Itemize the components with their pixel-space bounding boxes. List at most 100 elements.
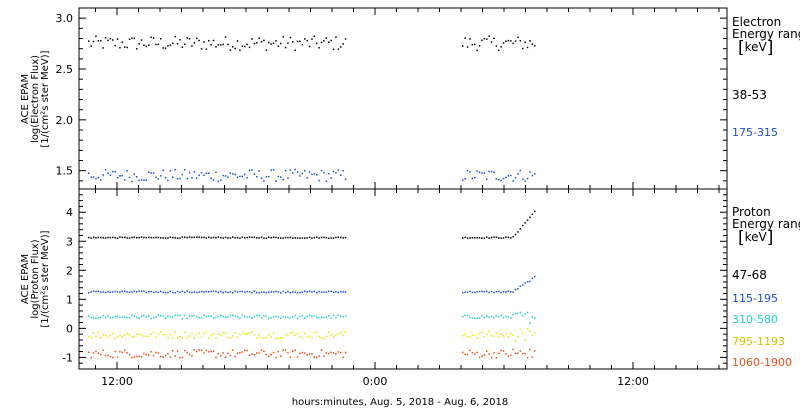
- data-point-47-68: [500, 237, 502, 239]
- data-point-175-315: [517, 173, 519, 175]
- data-point-310-580: [471, 317, 474, 319]
- data-point-47-68: [299, 237, 301, 239]
- data-point-38-53: [172, 42, 174, 44]
- data-point-1060-1900: [471, 352, 474, 354]
- data-point-310-580: [469, 316, 471, 319]
- data-point-175-315: [222, 174, 224, 177]
- data-point-1060-1900: [164, 354, 167, 357]
- data-point-38-53: [476, 49, 478, 52]
- data-point-175-315: [505, 176, 507, 179]
- data-point-115-195: [92, 290, 95, 292]
- data-point-47-68: [280, 237, 282, 239]
- data-point-115-195: [292, 291, 294, 293]
- data-point-47-68: [220, 236, 222, 239]
- data-point-47-68: [512, 235, 514, 238]
- data-point-795-1193: [131, 336, 133, 338]
- data-point-310-580: [284, 316, 287, 318]
- data-point-38-53: [517, 36, 519, 39]
- data-point-795-1193: [474, 334, 476, 336]
- data-point-795-1193: [205, 331, 208, 333]
- data-point-795-1193: [150, 333, 152, 335]
- data-point-47-68: [150, 236, 152, 239]
- data-point-115-195: [88, 292, 90, 294]
- data-point-795-1193: [136, 333, 138, 335]
- data-point-47-68: [172, 236, 174, 239]
- data-point-115-195: [260, 291, 263, 293]
- data-point-38-53: [126, 46, 128, 49]
- data-point-310-580: [97, 317, 100, 319]
- data-point-310-580: [133, 315, 136, 317]
- data-point-1060-1900: [248, 354, 251, 356]
- data-point-310-580: [340, 315, 342, 317]
- data-point-795-1193: [97, 331, 100, 334]
- data-point-47-68: [306, 237, 308, 239]
- data-point-47-68: [294, 237, 296, 239]
- data-point-310-580: [507, 316, 510, 318]
- data-point-38-53: [157, 43, 160, 46]
- data-point-115-195: [217, 291, 220, 293]
- data-point-38-53: [474, 43, 476, 46]
- data-point-310-580: [289, 317, 292, 319]
- data-point-175-315: [301, 172, 304, 175]
- data-point-115-195: [167, 291, 169, 294]
- data-point-115-195: [104, 291, 107, 294]
- data-point-795-1193: [116, 336, 119, 338]
- data-point-175-315: [212, 179, 215, 181]
- data-point-1060-1900: [478, 356, 481, 359]
- data-point-47-68: [258, 237, 260, 239]
- data-point-175-315: [107, 172, 109, 174]
- data-point-38-53: [335, 36, 337, 38]
- data-point-38-53: [296, 40, 299, 43]
- data-point-310-580: [205, 315, 208, 318]
- data-point-1060-1900: [131, 356, 133, 359]
- data-point-38-53: [140, 39, 143, 41]
- data-point-1060-1900: [272, 351, 275, 354]
- data-point-175-315: [150, 172, 152, 174]
- data-point-1060-1900: [109, 355, 112, 358]
- data-point-38-53: [90, 45, 92, 47]
- data-point-310-580: [519, 311, 522, 314]
- data-point-47-68: [167, 237, 169, 239]
- data-point-115-195: [162, 291, 164, 294]
- electron-plot-frame: [78, 7, 728, 190]
- data-point-47-68: [232, 236, 234, 238]
- data-point-795-1193: [114, 337, 116, 339]
- data-point-38-53: [318, 47, 320, 49]
- data-point-115-195: [203, 291, 205, 293]
- data-point-310-580: [328, 315, 330, 317]
- data-point-38-53: [280, 42, 282, 45]
- data-point-115-195: [500, 291, 502, 294]
- data-point-47-68: [495, 236, 498, 238]
- data-point-47-68: [236, 237, 239, 239]
- data-point-115-195: [272, 291, 275, 293]
- data-point-795-1193: [172, 337, 174, 339]
- data-point-795-1193: [344, 331, 347, 333]
- data-point-175-315: [179, 177, 181, 180]
- data-point-38-53: [332, 48, 335, 50]
- data-point-38-53: [481, 39, 483, 42]
- data-point-115-195: [483, 291, 486, 293]
- data-point-175-315: [251, 169, 253, 171]
- data-point-38-53: [519, 40, 522, 42]
- data-point-175-315: [318, 179, 320, 182]
- data-point-795-1193: [256, 337, 258, 339]
- data-point-47-68: [486, 236, 488, 238]
- data-point-795-1193: [212, 333, 215, 335]
- data-point-47-68: [224, 236, 227, 239]
- data-point-795-1193: [280, 337, 282, 339]
- data-point-38-53: [284, 46, 287, 49]
- data-point-795-1193: [289, 332, 292, 334]
- data-point-795-1193: [210, 334, 212, 336]
- data-point-1060-1900: [462, 351, 464, 354]
- data-point-115-195: [124, 290, 126, 292]
- data-point-47-68: [481, 237, 483, 239]
- data-point-175-315: [330, 177, 332, 179]
- data-point-310-580: [95, 317, 97, 319]
- data-point-1060-1900: [186, 351, 188, 354]
- data-point-38-53: [311, 38, 313, 40]
- tick-labels: 12:00 0:00 12:00 1.5 2.0 2.5 3.0 -1 0 1 2 3 4: [56, 12, 649, 388]
- data-point-795-1193: [270, 336, 272, 338]
- data-point-115-195: [251, 292, 253, 294]
- data-point-115-195: [337, 291, 340, 294]
- data-point-175-315: [121, 175, 124, 177]
